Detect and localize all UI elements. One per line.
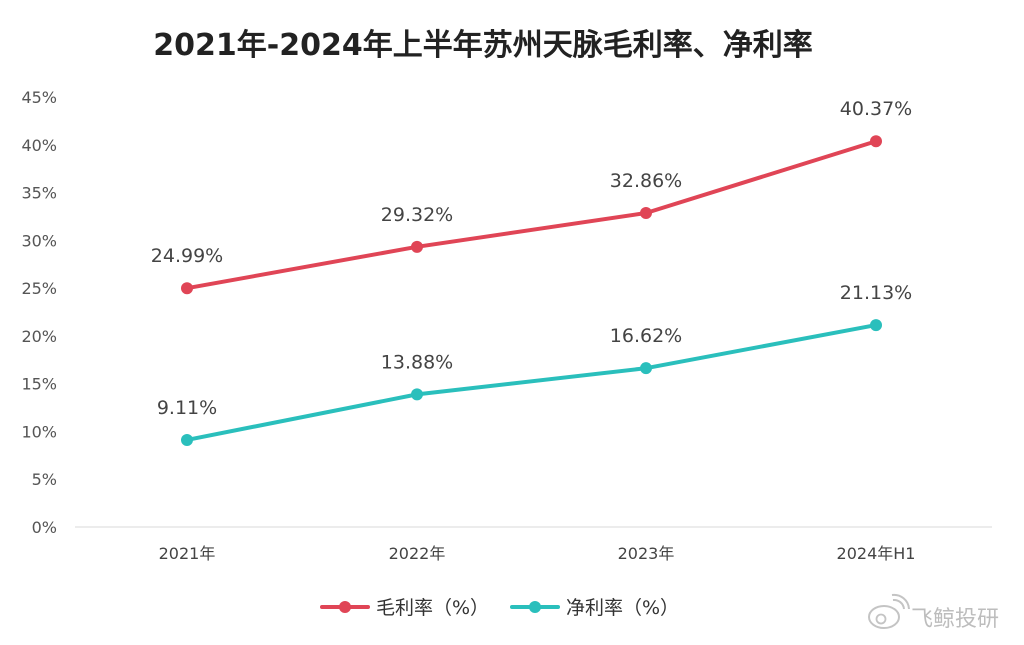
data-point [640,207,652,220]
data-point [411,240,423,253]
y-tick-label: 25% [21,279,57,298]
series-line-1 [185,323,878,442]
y-tick-label: 10% [21,422,57,441]
data-point [411,388,423,401]
legend: 毛利率（%） 净利率（%） [320,597,679,619]
watermark-text: 飞鲸投研 [911,607,999,632]
weibo-logo-icon [868,593,910,629]
data-label: 40.37% [840,98,912,120]
data-point [870,135,882,148]
data-label: 9.11% [157,397,217,419]
data-label: 16.62% [610,325,682,347]
series-layer [181,135,882,446]
legend-label-1: 净利率（%） [566,597,679,619]
watermark: 飞鲸投研 [868,593,999,632]
x-tick-label: 2023年 [618,544,675,563]
data-label: 21.13% [840,282,912,304]
y-tick-label: 20% [21,327,57,346]
y-tick-label: 15% [21,375,57,394]
series-line-0 [185,139,878,291]
x-tick-label: 2021年 [159,544,216,563]
legend-label-0: 毛利率（%） [376,597,489,619]
data-point [181,282,193,295]
x-axis: 2021年 2022年 2023年 2024年H1 [159,544,916,563]
data-label: 24.99% [151,245,223,267]
x-tick-label: 2024年H1 [837,544,916,563]
legend-marker-1 [529,601,541,613]
y-tick-label: 35% [21,184,57,203]
data-label: 32.86% [610,170,682,192]
y-tick-label: 30% [21,231,57,250]
legend-marker-0 [339,601,351,613]
x-tick-label: 2022年 [389,544,446,563]
chart-title: 2021年-2024年上半年苏州天脉毛利率、净利率 [153,28,812,63]
y-tick-label: 5% [32,470,57,489]
data-labels: 24.99% 29.32% 32.86% 40.37% 9.11% 13.88% 16.62… [151,98,912,419]
y-tick-label: 0% [32,518,57,537]
data-point [640,362,652,375]
data-label: 29.32% [381,204,453,226]
y-tick-label: 40% [21,136,57,155]
data-label: 13.88% [381,351,453,373]
y-tick-label: 45% [21,88,57,107]
y-axis: 0% 5% 10% 15% 20% 25% 30% 35% 40% 45% [21,88,57,537]
data-point [870,319,882,332]
data-point [181,433,193,446]
